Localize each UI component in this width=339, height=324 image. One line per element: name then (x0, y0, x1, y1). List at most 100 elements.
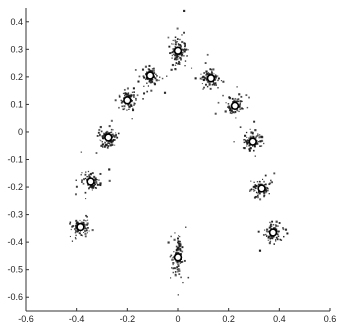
noise-point (253, 120, 256, 123)
noise-point (276, 233, 278, 235)
noise-point (215, 75, 218, 78)
noise-point (259, 140, 262, 143)
noise-point (228, 106, 230, 108)
noise-point (102, 143, 105, 146)
noise-point (106, 130, 109, 133)
noise-point (151, 80, 153, 83)
noise-point (209, 68, 212, 71)
noise-point (141, 68, 145, 71)
noise-point (204, 62, 207, 64)
noise-point (202, 78, 205, 82)
noise-point (244, 139, 246, 141)
noise-point (258, 136, 261, 139)
noise-point (86, 224, 89, 226)
noise-point (153, 82, 156, 85)
noise-point (148, 64, 151, 67)
noise-point (177, 248, 180, 251)
noise-point (177, 265, 180, 267)
noise-point (266, 235, 268, 237)
y-tick-label: -0.1 (7, 155, 23, 165)
noise-point (256, 140, 258, 142)
noise-point (175, 249, 178, 252)
noise-point (101, 135, 104, 138)
noise-point (75, 234, 77, 237)
noise-point (146, 78, 148, 80)
noise-point (74, 228, 76, 231)
y-tick-label: -0.4 (7, 237, 23, 247)
noise-point (122, 97, 125, 99)
noise-point (234, 97, 237, 100)
noise-point (174, 274, 177, 277)
noise-point (255, 191, 258, 194)
noise-point (183, 48, 186, 50)
noise-point (276, 238, 279, 241)
cluster-center-point (105, 134, 111, 141)
noise-point (89, 186, 92, 188)
noise-point (99, 134, 101, 137)
noise-point (249, 137, 252, 139)
noise-point (172, 271, 175, 274)
noise-point (183, 259, 186, 262)
noise-point (92, 185, 95, 188)
noise-point (201, 79, 203, 81)
noise-point (176, 38, 179, 40)
noise-point (179, 235, 181, 238)
noise-point (214, 75, 216, 77)
noise-point (122, 92, 125, 95)
noise-point (151, 68, 154, 70)
noise-point (254, 129, 257, 132)
noise-point (190, 67, 193, 69)
noise-point (214, 76, 217, 79)
noise-point (255, 137, 257, 139)
noise-point (273, 243, 275, 245)
x-tick-label: -0.4 (69, 314, 85, 324)
noise-point (208, 81, 211, 85)
noise-point (156, 75, 158, 77)
noise-point (98, 183, 101, 186)
noise-point (109, 144, 112, 147)
noise-point (267, 239, 269, 241)
noise-point (226, 106, 229, 108)
noise-point (111, 140, 114, 143)
noise-point (238, 110, 240, 113)
noise-point (104, 146, 106, 148)
noise-point (88, 230, 90, 232)
noise-point (86, 228, 88, 230)
noise-point (176, 260, 179, 263)
noise-point (75, 223, 78, 225)
noise-point (253, 190, 255, 192)
noise-point (96, 182, 98, 185)
noise-point (167, 36, 170, 39)
noise-point (177, 241, 179, 244)
noise-point (246, 106, 249, 109)
noise-point (87, 170, 90, 173)
noise-point (174, 39, 177, 42)
noise-point (282, 227, 284, 229)
noise-point (244, 134, 247, 137)
noise-point (264, 183, 266, 186)
noise-point (172, 267, 175, 270)
noise-point (172, 262, 175, 264)
noise-point (105, 143, 107, 145)
noise-point (118, 94, 121, 97)
noise-point (171, 69, 173, 71)
noise-point (172, 48, 175, 50)
noise-point (217, 77, 220, 80)
noise-point (85, 171, 87, 173)
noise-point (249, 128, 251, 130)
noise-point (175, 59, 178, 61)
noise-point (111, 143, 114, 146)
noise-point (248, 148, 251, 151)
noise-point (254, 184, 257, 187)
cluster-center-point (88, 178, 94, 185)
noise-point (102, 135, 105, 137)
noise-point (118, 95, 121, 98)
noise-point (173, 238, 176, 241)
noise-point (283, 235, 285, 238)
noise-point (173, 49, 175, 51)
cluster-center-point (124, 97, 130, 103)
noise-point (108, 168, 111, 171)
noise-point (181, 250, 184, 253)
noise-point (100, 144, 103, 147)
noise-point (265, 190, 268, 193)
